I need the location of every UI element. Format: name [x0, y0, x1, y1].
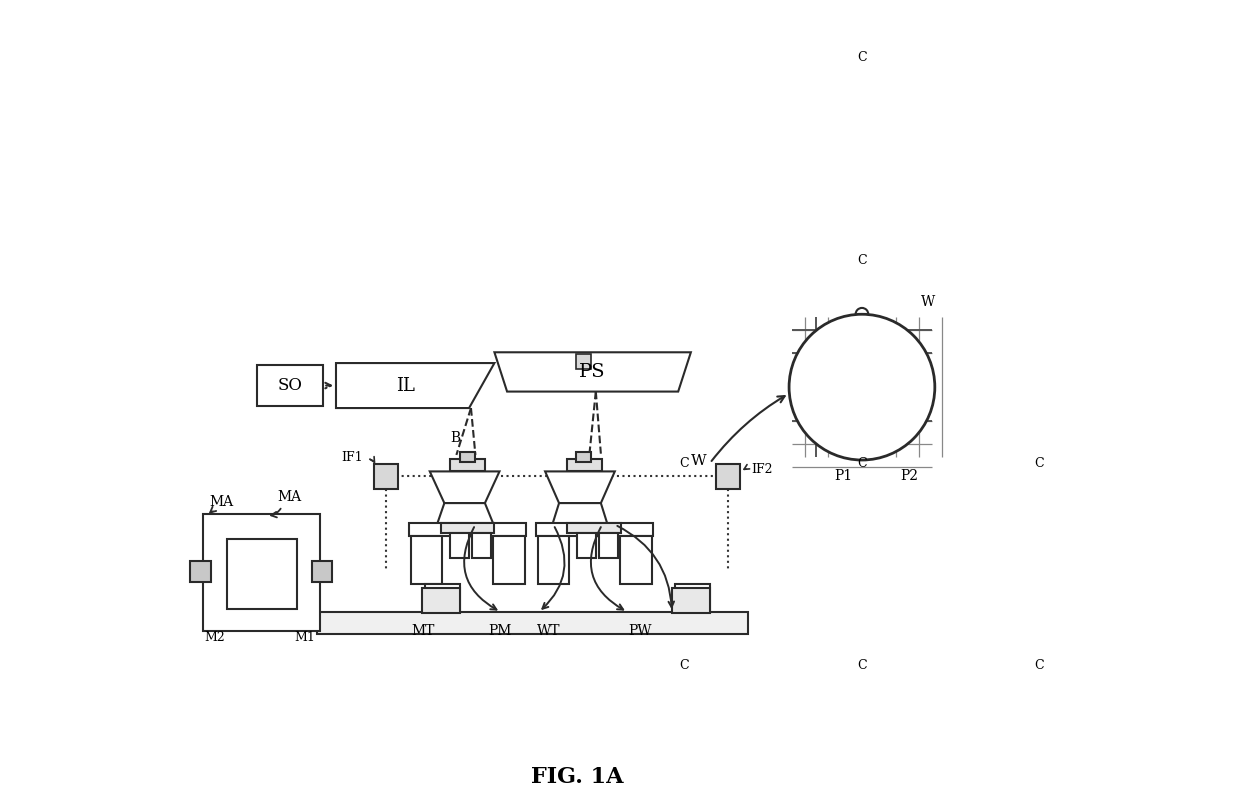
- Text: W: W: [691, 455, 707, 468]
- Polygon shape: [553, 503, 608, 523]
- Text: C: C: [857, 457, 867, 470]
- Text: C: C: [857, 659, 867, 672]
- Bar: [599, 533, 618, 559]
- Bar: [575, 354, 590, 369]
- Bar: [317, 612, 748, 634]
- Bar: [203, 514, 320, 631]
- Bar: [425, 584, 460, 612]
- Text: M1: M1: [294, 631, 315, 644]
- Text: P1: P1: [833, 469, 852, 483]
- Bar: [422, 588, 460, 613]
- Text: MT: MT: [412, 624, 435, 638]
- Bar: [567, 459, 603, 472]
- Text: FIG. 1A: FIG. 1A: [531, 766, 622, 787]
- Bar: [675, 584, 709, 612]
- Text: B: B: [450, 431, 460, 445]
- Polygon shape: [336, 363, 495, 408]
- Polygon shape: [546, 472, 615, 503]
- Text: SO: SO: [278, 377, 303, 394]
- Polygon shape: [438, 503, 494, 523]
- Text: C: C: [680, 659, 689, 672]
- Bar: [577, 533, 595, 559]
- Text: WT: WT: [537, 624, 560, 638]
- Bar: [440, 523, 495, 533]
- Text: IL: IL: [397, 377, 415, 395]
- Bar: [450, 459, 485, 472]
- Polygon shape: [430, 472, 500, 503]
- Bar: [374, 464, 398, 488]
- Bar: [460, 452, 475, 462]
- Bar: [190, 562, 211, 582]
- Text: C: C: [857, 51, 867, 64]
- Polygon shape: [495, 352, 691, 392]
- Text: C: C: [1034, 457, 1044, 470]
- Text: PM: PM: [487, 624, 511, 638]
- Text: C: C: [680, 457, 689, 470]
- Bar: [1083, 354, 1097, 369]
- Text: PW: PW: [629, 624, 652, 638]
- Text: PS: PS: [579, 363, 606, 381]
- Text: IF2: IF2: [751, 463, 773, 476]
- Bar: [717, 464, 740, 488]
- Text: MA: MA: [210, 496, 233, 509]
- Bar: [575, 452, 591, 462]
- Bar: [567, 523, 621, 533]
- Text: W: W: [921, 294, 936, 309]
- Text: C: C: [857, 254, 867, 267]
- Bar: [472, 533, 491, 559]
- Bar: [536, 523, 652, 536]
- Bar: [494, 536, 525, 584]
- Bar: [672, 588, 709, 613]
- Bar: [450, 533, 469, 559]
- Bar: [227, 539, 296, 609]
- Text: M2: M2: [203, 631, 224, 644]
- Bar: [409, 523, 526, 536]
- Text: MA: MA: [278, 490, 301, 505]
- Circle shape: [789, 314, 935, 460]
- Text: P2: P2: [900, 469, 919, 483]
- Bar: [410, 536, 443, 584]
- Bar: [257, 365, 324, 406]
- Bar: [312, 562, 332, 582]
- Bar: [620, 536, 651, 584]
- Bar: [537, 536, 569, 584]
- Text: IF1: IF1: [341, 451, 362, 464]
- Text: C: C: [1034, 659, 1044, 672]
